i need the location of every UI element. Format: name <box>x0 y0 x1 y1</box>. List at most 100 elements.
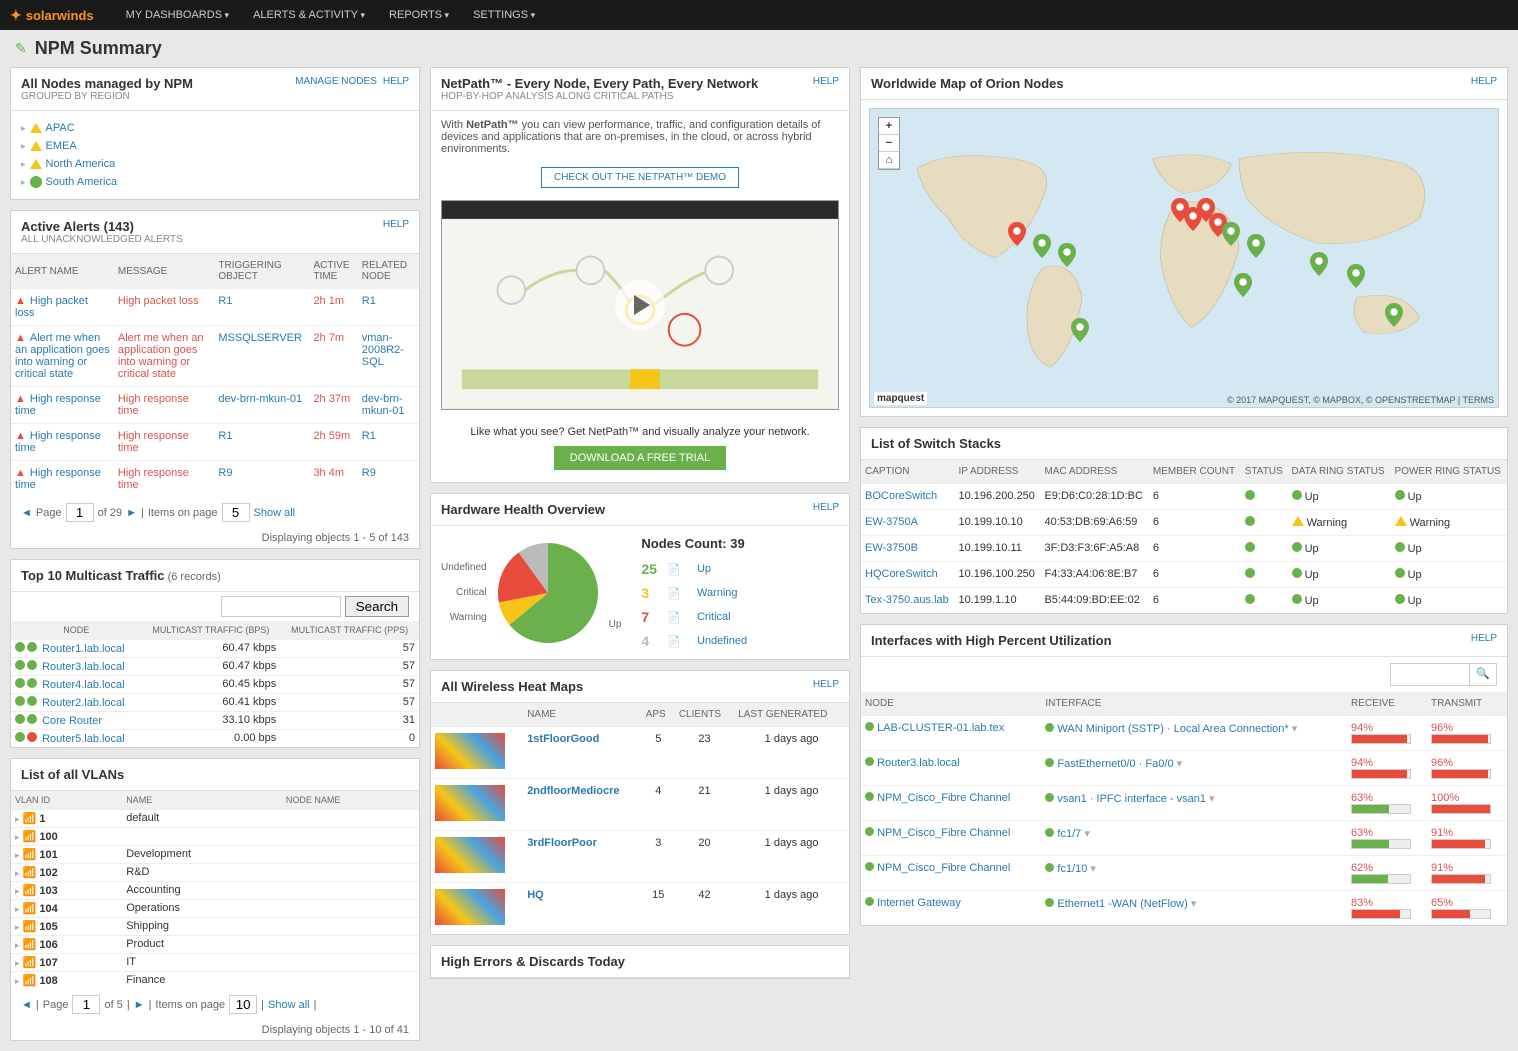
region-node[interactable]: ▸APAC <box>21 119 409 137</box>
dropdown-icon[interactable]: ▾ <box>1191 898 1197 910</box>
netpath-video[interactable] <box>441 200 839 410</box>
multicast-search-btn[interactable]: Search <box>345 596 409 617</box>
multicast-search-input[interactable] <box>221 596 341 617</box>
alert-row[interactable]: ▲High response time High response timeR9… <box>11 461 419 498</box>
items-input[interactable] <box>222 503 250 522</box>
interface-row[interactable]: NPM_Cisco_Fibre Channel fc1/7 ▾ 63% 91% <box>861 821 1507 856</box>
stack-row[interactable]: BOCoreSwitch10.196.200.250E9:D6:C0:28:1D… <box>861 484 1507 510</box>
multicast-row[interactable]: Router4.lab.local 60.45 kbps57 <box>11 676 419 694</box>
vlan-row[interactable]: ▸ 📶 101Development <box>11 846 419 864</box>
help-link[interactable]: HELP <box>383 76 409 87</box>
map-pin[interactable] <box>1008 222 1026 246</box>
expand-icon[interactable]: ▸ <box>21 159 26 170</box>
zoom-in-btn[interactable]: + <box>879 118 899 135</box>
dropdown-icon[interactable]: ▾ <box>1084 828 1090 840</box>
heatmap-row[interactable]: HQ15421 days ago <box>431 883 849 935</box>
nav-item[interactable]: ALERTS & ACTIVITY <box>241 9 377 21</box>
page-input[interactable] <box>66 503 94 522</box>
page-input[interactable] <box>72 995 100 1014</box>
expand-icon[interactable]: ▸ <box>15 958 20 968</box>
nav-item[interactable]: SETTINGS <box>461 9 547 21</box>
help-link[interactable]: HELP <box>813 76 839 87</box>
map-pin[interactable] <box>1033 234 1051 258</box>
map-pin[interactable] <box>1071 318 1089 342</box>
expand-icon[interactable]: ▸ <box>15 868 20 878</box>
map-pin[interactable] <box>1347 264 1365 288</box>
help-link[interactable]: HELP <box>1471 76 1497 87</box>
map-pin[interactable] <box>1234 273 1252 297</box>
pager-next[interactable]: ► <box>126 507 137 519</box>
alert-row[interactable]: ▲High packet loss High packet lossR12h 1… <box>11 289 419 326</box>
multicast-row[interactable]: Router1.lab.local 60.47 kbps57 <box>11 640 419 658</box>
alert-row[interactable]: ▲High response time High response timede… <box>11 387 419 424</box>
region-node[interactable]: ▸South America <box>21 173 409 191</box>
manage-nodes-link[interactable]: MANAGE NODES <box>295 76 377 87</box>
stack-row[interactable]: EW-3750A10.199.10.1040:53:DB:69:A6:596 W… <box>861 510 1507 536</box>
map-pin[interactable] <box>1247 234 1265 258</box>
dropdown-icon[interactable]: ▾ <box>1177 758 1183 770</box>
vlan-row[interactable]: ▸ 📶 104Operations <box>11 900 419 918</box>
vlan-row[interactable]: ▸ 📶 1default <box>11 810 419 828</box>
dropdown-icon[interactable]: ▾ <box>1090 863 1096 875</box>
heatmap-row[interactable]: 1stFloorGood5231 days ago <box>431 727 849 779</box>
multicast-row[interactable]: Router3.lab.local 60.47 kbps57 <box>11 658 419 676</box>
expand-icon[interactable]: ▸ <box>21 141 26 152</box>
help-link[interactable]: HELP <box>813 679 839 690</box>
vlan-row[interactable]: ▸ 📶 108Finance <box>11 972 419 990</box>
alert-row[interactable]: ▲Alert me when an application goes into … <box>11 326 419 387</box>
vlan-row[interactable]: ▸ 📶 105Shipping <box>11 918 419 936</box>
show-all-link[interactable]: Show all <box>254 507 296 519</box>
heatmap-row[interactable]: 2ndfloorMediocre4211 days ago <box>431 779 849 831</box>
map-pin[interactable] <box>1058 243 1076 267</box>
alert-row[interactable]: ▲High response time High response timeR1… <box>11 424 419 461</box>
pager-next[interactable]: ► <box>134 999 145 1011</box>
edit-icon[interactable]: ✎ <box>15 40 27 57</box>
expand-icon[interactable]: ▸ <box>15 940 20 950</box>
interface-row[interactable]: NPM_Cisco_Fibre Channel vsan1 · IPFC int… <box>861 786 1507 821</box>
dropdown-icon[interactable]: ▾ <box>1292 723 1298 735</box>
map-pin[interactable] <box>1385 303 1403 327</box>
zoom-home-btn[interactable]: ⌂ <box>879 152 899 169</box>
interface-row[interactable]: Router3.lab.local FastEthernet0/0 · Fa0/… <box>861 751 1507 786</box>
expand-icon[interactable]: ▸ <box>15 886 20 896</box>
expand-icon[interactable]: ▸ <box>15 850 20 860</box>
region-node[interactable]: ▸North America <box>21 155 409 173</box>
vlan-row[interactable]: ▸ 📶 103Accounting <box>11 882 419 900</box>
pager-prev[interactable]: ◄ <box>21 507 32 519</box>
netpath-demo-btn[interactable]: CHECK OUT THE NETPATH™ DEMO <box>541 167 739 188</box>
multicast-row[interactable]: Core Router 33.10 kbps31 <box>11 712 419 730</box>
help-link[interactable]: HELP <box>1471 633 1497 644</box>
vlan-row[interactable]: ▸ 📶 107IT <box>11 954 419 972</box>
map-pin[interactable] <box>1310 252 1328 276</box>
items-input[interactable] <box>229 995 257 1014</box>
vlan-row[interactable]: ▸ 📶 102R&D <box>11 864 419 882</box>
heatmap-row[interactable]: 3rdFloorPoor3201 days ago <box>431 831 849 883</box>
play-icon[interactable] <box>615 280 665 330</box>
interface-search-input[interactable] <box>1390 663 1470 686</box>
download-trial-btn[interactable]: DOWNLOAD A FREE TRIAL <box>554 446 726 470</box>
pager-prev[interactable]: ◄ <box>21 999 32 1011</box>
expand-icon[interactable]: ▸ <box>15 814 20 824</box>
stack-row[interactable]: HQCoreSwitch10.196.100.250F4:33:A4:06:8E… <box>861 562 1507 588</box>
world-map[interactable]: + − ⌂ mapquest © 2017 MAPQUEST, © MAPBOX… <box>869 108 1499 408</box>
map-pin[interactable] <box>1222 222 1240 246</box>
zoom-out-btn[interactable]: − <box>879 135 899 152</box>
expand-icon[interactable]: ▸ <box>15 922 20 932</box>
help-link[interactable]: HELP <box>813 502 839 513</box>
stack-row[interactable]: Tex-3750.aus.lab10.199.1.10B5:44:09:BD:E… <box>861 588 1507 614</box>
expand-icon[interactable]: ▸ <box>15 976 20 986</box>
interface-row[interactable]: LAB-CLUSTER-01.lab.tex WAN Miniport (SST… <box>861 716 1507 751</box>
region-node[interactable]: ▸EMEA <box>21 137 409 155</box>
interface-row[interactable]: Internet Gateway Ethernet1 -WAN (NetFlow… <box>861 891 1507 926</box>
help-link[interactable]: HELP <box>383 219 409 230</box>
interface-row[interactable]: NPM_Cisco_Fibre Channel fc1/10 ▾ 62% 91% <box>861 856 1507 891</box>
dropdown-icon[interactable]: ▾ <box>1209 793 1215 805</box>
nav-item[interactable]: REPORTS <box>377 9 461 21</box>
nav-item[interactable]: MY DASHBOARDS <box>114 9 241 21</box>
expand-icon[interactable]: ▸ <box>21 177 26 188</box>
multicast-row[interactable]: Router2.lab.local 60.41 kbps57 <box>11 694 419 712</box>
vlan-row[interactable]: ▸ 📶 106Product <box>11 936 419 954</box>
expand-icon[interactable]: ▸ <box>15 832 20 842</box>
vlan-row[interactable]: ▸ 📶 100 <box>11 828 419 846</box>
search-icon[interactable]: 🔍 <box>1470 663 1497 686</box>
